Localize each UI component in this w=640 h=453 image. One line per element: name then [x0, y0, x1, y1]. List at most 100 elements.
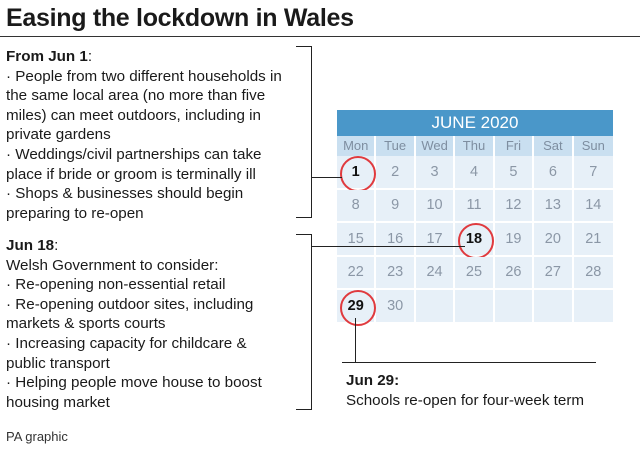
calendar-day-number: 24	[426, 264, 443, 281]
calendar-day-26: 26	[494, 256, 535, 290]
jun18-line: Welsh Government to consider:	[6, 256, 219, 274]
calendar-day-number: 10	[426, 197, 443, 214]
calendar-day-27: 27	[534, 256, 574, 290]
calendar-day-number: 6	[548, 163, 557, 180]
jun29-heading: Jun 29:	[346, 372, 400, 389]
calendar-empty-cell	[494, 290, 535, 324]
calendar-day-18: 18	[455, 222, 495, 259]
jun1-line: place if bride or groom is terminally il…	[6, 165, 256, 183]
weekday-label: Thu	[455, 136, 495, 156]
jun29-text: Schools re-open for four-week term	[346, 391, 585, 409]
calendar-empty-cell	[415, 290, 456, 324]
jun1-line: preparing to re-open	[6, 204, 144, 222]
calendar-month: JUNE 2020	[337, 110, 613, 136]
calendar-day-number: 2	[391, 163, 400, 180]
weekday-label: Fri	[495, 136, 535, 156]
jun1-line: private gardens	[6, 126, 111, 144]
calendar-day-7: 7	[573, 156, 613, 190]
jun18-connector	[312, 246, 465, 248]
calendar-day-number: 5	[509, 163, 518, 180]
jun18-line: markets & sports courts	[6, 315, 166, 333]
calendar-day-1: 1	[337, 155, 377, 192]
calendar-day-25: 25	[455, 256, 495, 290]
jun18-line: · Re-opening non-essential retail	[6, 276, 226, 294]
title-divider	[0, 36, 640, 37]
jun1-line: · People from two different households i…	[6, 67, 282, 85]
calendar-day-number: 28	[585, 264, 602, 281]
jun18-heading-colon: :	[54, 237, 59, 254]
jun18-bracket	[296, 234, 312, 410]
jun18-heading: Jun 18	[6, 237, 55, 254]
calendar-day-number: 26	[505, 264, 522, 281]
calendar-day-11: 11	[455, 189, 495, 223]
page-title: Easing the lockdown in Wales	[6, 4, 354, 32]
calendar-day-6: 6	[534, 156, 574, 190]
jun18-panel: Jun 18: Welsh Government to consider: · …	[6, 236, 262, 412]
calendar-day-number: 30	[387, 297, 404, 314]
calendar-day-number: 11	[466, 197, 482, 214]
calendar-day-28: 28	[573, 256, 613, 290]
calendar-day-17: 17	[415, 223, 456, 257]
jun1-heading: From Jun 1	[6, 48, 88, 65]
weekday-label: Sat	[534, 136, 574, 156]
calendar-day-number: 25	[465, 264, 483, 281]
calendar-day-15: 15	[337, 223, 377, 257]
jun1-panel: From Jun 1: · People from two different …	[6, 47, 282, 223]
calendar-day-21: 21	[573, 223, 613, 257]
jun1-line: · Weddings/civil partnerships can take	[6, 145, 262, 163]
jun1-bracket	[296, 46, 312, 218]
calendar-day-30: 30	[376, 290, 416, 324]
calendar-day-number: 22	[347, 264, 364, 281]
jun18-line: housing market	[6, 393, 110, 411]
calendar-day-19: 19	[494, 223, 535, 257]
calendar-day-2: 2	[376, 156, 416, 190]
calendar-day-number: 21	[585, 230, 602, 247]
weekday-label: Mon	[337, 136, 377, 156]
jun1-line: the same local area (no more than five	[6, 87, 266, 105]
calendar-day-23: 23	[376, 256, 416, 290]
calendar-day-number: 19	[505, 230, 522, 247]
calendar-empty-cell	[455, 290, 495, 324]
jun18-line: public transport	[6, 354, 110, 372]
calendar-day-29: 29	[337, 289, 377, 326]
calendar-day-10: 10	[415, 189, 456, 223]
calendar-grid: 1 2 3 4 5 6 7 8 9 10 11 12 13 14 15 16 17 18 19 20 21 22 23 24 2…	[337, 155, 613, 326]
calendar-empty-cell	[573, 290, 613, 324]
calendar-day-5: 5	[494, 156, 535, 190]
calendar-day-number: 8	[351, 197, 360, 214]
calendar-day-14: 14	[573, 189, 613, 223]
calendar-day-22: 22	[337, 256, 377, 290]
calendar-day-number: 17	[426, 230, 443, 247]
jun1-line: · Shops & businesses should begin	[6, 185, 244, 203]
jun1-connector	[312, 177, 342, 179]
calendar-day-number: 13	[544, 197, 561, 214]
calendar-day-number: 16	[387, 230, 404, 247]
calendar-day-number: 12	[505, 197, 522, 214]
jun18-line: · Helping people move house to boost	[6, 374, 262, 392]
calendar-day-number: 7	[589, 163, 598, 180]
calendar-day-number: 9	[391, 197, 400, 214]
calendar-empty-cell	[534, 290, 574, 324]
calendar-day-3: 3	[415, 156, 456, 190]
source-credit: PA graphic	[6, 429, 68, 444]
calendar-day-8: 8	[337, 189, 377, 223]
calendar-day-number: 29	[347, 297, 364, 314]
calendar-day-16: 16	[376, 223, 416, 257]
calendar-weekdays: Mon Tue Wed Thu Fri Sat Sun	[337, 136, 613, 156]
calendar-day-number: 20	[544, 230, 561, 247]
weekday-label: Sun	[581, 138, 605, 153]
jun29-connector-horizontal	[342, 362, 596, 364]
weekday-label: Wed	[416, 136, 456, 156]
jun29-connector-vertical	[355, 318, 357, 362]
calendar-day-number: 3	[430, 163, 439, 180]
calendar-day-12: 12	[494, 189, 535, 223]
jun1-heading-colon: :	[87, 48, 93, 65]
calendar-day-number: 14	[585, 197, 602, 214]
jun1-line: miles) can meet outdoors, including in	[6, 106, 261, 124]
weekday-label: Tue	[376, 136, 416, 156]
calendar-day-20: 20	[534, 223, 574, 257]
calendar-day-number: 18	[465, 230, 483, 247]
jun18-line: · Increasing capacity for childcare &	[6, 334, 247, 352]
calendar-day-number: 23	[387, 264, 404, 281]
